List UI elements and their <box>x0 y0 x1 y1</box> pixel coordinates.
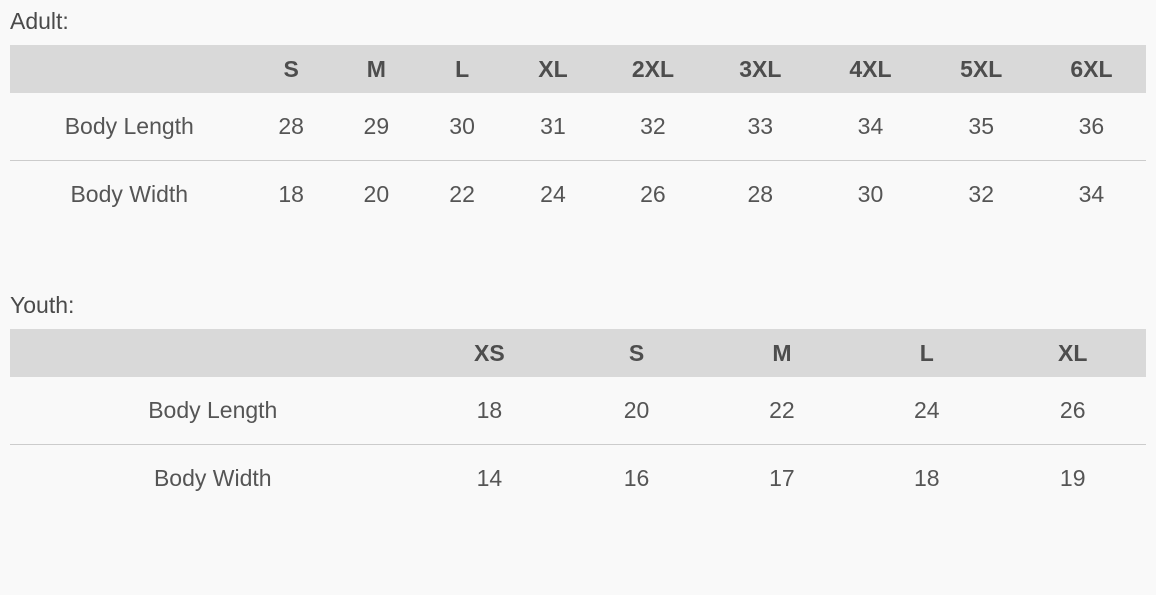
adult-size-column-header-6xl: 6XL <box>1036 45 1146 93</box>
adult-measurement-value: 36 <box>1036 93 1146 161</box>
adult-size-column-header-3xl: 3XL <box>705 45 816 93</box>
adult-size-header-row: S M L XL 2XL 3XL 4XL 5XL 6XL <box>10 45 1146 93</box>
adult-measurement-value: 28 <box>248 93 334 161</box>
youth-size-column-header-xs: XS <box>415 329 564 377</box>
adult-measurement-value: 31 <box>505 93 601 161</box>
adult-size-column-header-2xl: 2XL <box>600 45 706 93</box>
adult-measurement-value: 34 <box>815 93 926 161</box>
youth-measurement-row: Body Length 18 20 22 24 26 <box>10 377 1146 445</box>
adult-measurement-value: 32 <box>600 93 706 161</box>
adult-size-column-header-l: L <box>418 45 506 93</box>
youth-size-column-header-m: M <box>709 329 855 377</box>
adult-measurement-value: 33 <box>705 93 816 161</box>
youth-size-section: Youth: XS S M L XL Body Length 18 20 22 24 26 Body … <box>10 290 1146 512</box>
adult-measurement-row-label: Body Length <box>10 93 249 161</box>
youth-section-heading: Youth: <box>10 292 75 318</box>
youth-measurement-value: 20 <box>563 377 710 445</box>
youth-measurement-row-label: Body Length <box>10 377 416 445</box>
youth-size-column-header-l: L <box>854 329 1000 377</box>
adult-measurement-value: 26 <box>640 181 666 207</box>
adult-section-heading: Adult: <box>10 8 69 34</box>
adult-measurement-value: 18 <box>278 181 304 207</box>
adult-measurement-value: 20 <box>363 181 390 207</box>
adult-measurement-row: Body Length 28 29 30 31 32 33 34 35 36 <box>10 93 1146 161</box>
adult-measurement-value: 28 <box>747 181 774 207</box>
adult-measurement-row: Body Width 18 20 22 24 26 28 30 32 34 <box>10 161 1146 229</box>
youth-measurement-row: Body Width 14 16 17 18 19 <box>10 445 1146 513</box>
adult-size-column-header-s: S <box>248 45 334 93</box>
adult-measurement-value: 29 <box>333 93 419 161</box>
youth-measurement-value: 18 <box>913 465 940 491</box>
youth-measurement-value: 22 <box>709 377 855 445</box>
adult-measurement-value: 32 <box>968 181 995 207</box>
youth-measurement-value: 26 <box>999 377 1146 445</box>
adult-measurement-value: 30 <box>418 93 506 161</box>
adult-header-corner-cell <box>10 45 249 93</box>
youth-measurement-value: 17 <box>769 465 795 491</box>
youth-header-corner-cell <box>10 329 416 377</box>
adult-size-section: Adult: S M L XL 2XL 3XL 4XL 5XL 6XL Body Length 28… <box>10 6 1146 228</box>
adult-measurement-value: 35 <box>925 93 1037 161</box>
youth-measurement-value: 19 <box>1059 465 1086 491</box>
adult-measurement-value: 34 <box>1078 181 1105 207</box>
adult-measurement-value: 24 <box>540 181 566 207</box>
size-chart-page: Adult: S M L XL 2XL 3XL 4XL 5XL 6XL Body Length 28… <box>10 6 1146 512</box>
adult-size-column-header-5xl: 5XL <box>925 45 1037 93</box>
adult-measurement-value: 22 <box>449 181 475 207</box>
adult-measurement-value: 30 <box>857 181 884 207</box>
youth-size-column-header-s: S <box>563 329 710 377</box>
adult-size-column-header-4xl: 4XL <box>815 45 926 93</box>
youth-measurement-value: 14 <box>476 465 503 491</box>
youth-size-header-row: XS S M L XL <box>10 329 1146 377</box>
adult-size-column-header-m: M <box>333 45 419 93</box>
youth-size-column-header-xl: XL <box>999 329 1146 377</box>
youth-measurement-value: 18 <box>415 377 564 445</box>
adult-size-column-header-xl: XL <box>505 45 601 93</box>
youth-measurement-value: 24 <box>854 377 1000 445</box>
adult-measurement-row-label: Body Width <box>70 181 189 207</box>
youth-size-table: XS S M L XL Body Length 18 20 22 24 26 Body Width 14… <box>10 329 1146 512</box>
adult-size-table: S M L XL 2XL 3XL 4XL 5XL 6XL Body Length 28 29 30 31 3… <box>10 45 1146 228</box>
youth-measurement-value: 16 <box>623 465 650 491</box>
youth-measurement-row-label: Body Width <box>153 465 272 491</box>
